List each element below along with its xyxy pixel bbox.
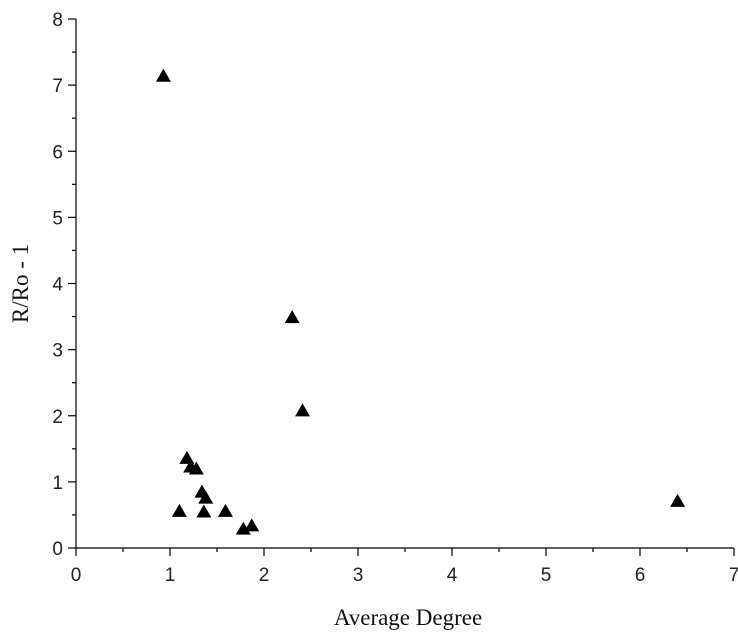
x-tick-label: 7 [729, 565, 738, 586]
y-tick-label: 8 [52, 10, 63, 31]
data-points [155, 68, 686, 535]
x-axis-ticks: 0 1 2 3 4 5 6 7 [71, 548, 738, 586]
data-point-triangle [217, 503, 233, 517]
data-point-triangle [670, 493, 686, 507]
y-tick-label: 4 [52, 275, 63, 296]
y-axis-ticks: 0 1 2 3 4 5 6 7 8 [52, 10, 76, 560]
y-tick-label: 5 [52, 208, 63, 229]
x-tick-label: 2 [259, 565, 270, 586]
x-tick-label: 1 [165, 565, 176, 586]
x-tick-label: 3 [353, 565, 364, 586]
y-tick-label: 0 [52, 539, 63, 560]
y-tick-label: 7 [52, 76, 63, 97]
data-point-triangle [171, 503, 187, 517]
data-point-triangle [235, 521, 251, 535]
x-tick-label: 6 [635, 565, 646, 586]
data-point-triangle [179, 450, 195, 464]
data-point-triangle [155, 68, 171, 82]
y-tick-label: 3 [52, 341, 63, 362]
y-tick-label: 6 [52, 142, 63, 163]
data-point-triangle [284, 310, 300, 324]
x-tick-label: 4 [447, 565, 458, 586]
data-point-triangle [295, 403, 311, 417]
x-tick-label: 5 [541, 565, 552, 586]
y-axis-title: R/Ro - 1 [8, 244, 33, 323]
data-point-triangle [188, 461, 204, 475]
data-point-triangle [198, 490, 214, 504]
x-axis-title: Average Degree [334, 605, 482, 630]
data-point-triangle [244, 518, 260, 532]
y-tick-label: 2 [52, 407, 63, 428]
data-point-triangle [196, 504, 212, 518]
y-tick-label: 1 [52, 473, 63, 494]
x-tick-label: 0 [71, 565, 82, 586]
